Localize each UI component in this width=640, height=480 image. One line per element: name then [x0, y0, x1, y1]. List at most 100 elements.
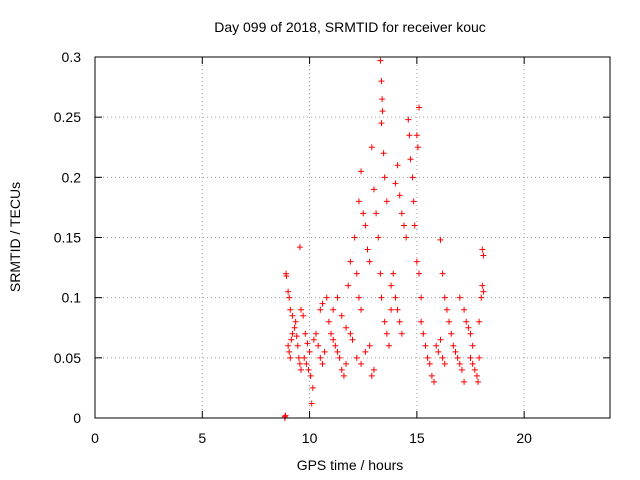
data-point	[475, 378, 482, 385]
data-point	[467, 354, 474, 361]
data-point	[456, 360, 463, 367]
data-point	[431, 378, 438, 385]
data-point	[441, 294, 448, 301]
data-point	[303, 360, 310, 367]
x-axis-label: GPS time / hours	[297, 457, 404, 473]
data-point	[454, 354, 461, 361]
data-point	[441, 360, 448, 367]
data-point	[443, 306, 450, 313]
data-point	[285, 342, 292, 349]
data-point	[295, 354, 302, 361]
data-point	[461, 306, 468, 313]
data-point	[383, 198, 390, 205]
data-point	[302, 330, 309, 337]
data-point	[420, 330, 427, 337]
data-point	[390, 270, 397, 277]
data-point	[383, 330, 390, 337]
data-point	[433, 342, 440, 349]
y-tick-label: 0	[73, 410, 81, 426]
data-point	[406, 132, 413, 139]
data-point	[467, 330, 474, 337]
data-point	[362, 348, 369, 355]
data-point	[321, 348, 328, 355]
data-point	[373, 210, 380, 217]
data-point	[353, 354, 360, 361]
data-point	[446, 318, 453, 325]
data-point	[413, 132, 420, 139]
data-point	[366, 258, 373, 265]
data-point	[418, 294, 425, 301]
data-point	[347, 330, 354, 337]
data-point	[292, 318, 299, 325]
data-point	[319, 300, 326, 307]
data-point	[458, 366, 465, 373]
data-point	[414, 144, 421, 151]
x-tick-label: 5	[198, 430, 206, 446]
data-point	[336, 354, 343, 361]
data-point	[289, 330, 296, 337]
data-point	[380, 150, 387, 157]
x-tick-label: 15	[409, 430, 425, 446]
data-point	[343, 324, 350, 331]
data-point	[378, 78, 385, 85]
data-point	[377, 270, 384, 277]
data-point	[478, 294, 485, 301]
data-point	[435, 348, 442, 355]
data-point	[294, 342, 301, 349]
data-point	[313, 330, 320, 337]
data-point	[379, 96, 386, 103]
grid-lines	[95, 57, 610, 418]
data-point	[465, 324, 472, 331]
data-point	[332, 342, 339, 349]
data-point	[396, 318, 403, 325]
data-point	[368, 144, 375, 151]
data-point	[289, 312, 296, 319]
data-point	[437, 236, 444, 243]
data-point	[416, 270, 423, 277]
data-point	[409, 174, 416, 181]
data-point	[378, 120, 385, 127]
data-point	[307, 372, 314, 379]
x-tick-label: 20	[516, 430, 532, 446]
data-point	[385, 342, 392, 349]
data-point	[283, 273, 290, 280]
data-point	[347, 258, 354, 265]
data-point	[291, 324, 298, 331]
data-point	[413, 258, 420, 265]
data-point	[353, 270, 360, 277]
data-point	[296, 360, 303, 367]
data-point	[308, 400, 315, 407]
data-point	[343, 360, 350, 367]
data-point	[317, 354, 324, 361]
data-point	[351, 234, 358, 241]
data-point	[370, 366, 377, 373]
data-point	[288, 336, 295, 343]
data-point	[306, 348, 313, 355]
data-point	[392, 180, 399, 187]
data-point	[304, 340, 311, 347]
data-point	[479, 246, 486, 253]
data-point	[480, 288, 487, 295]
data-point	[392, 294, 399, 301]
data-point	[450, 342, 457, 349]
data-point	[298, 366, 304, 373]
data-point	[426, 360, 433, 367]
data-point	[345, 282, 352, 289]
data-point	[358, 360, 365, 367]
data-points	[281, 57, 487, 421]
data-point	[424, 354, 431, 361]
data-point	[401, 222, 407, 229]
data-point	[338, 312, 345, 319]
data-point	[355, 294, 362, 301]
data-point	[396, 192, 403, 199]
data-point	[398, 330, 405, 337]
data-point	[370, 186, 377, 193]
data-point	[473, 372, 480, 379]
chart-title: Day 099 of 2018, SRMTID for receiver kou…	[214, 19, 486, 35]
data-point	[360, 210, 367, 217]
data-point	[300, 312, 307, 319]
data-point	[469, 342, 476, 349]
data-point	[439, 354, 446, 361]
data-point	[323, 294, 330, 301]
